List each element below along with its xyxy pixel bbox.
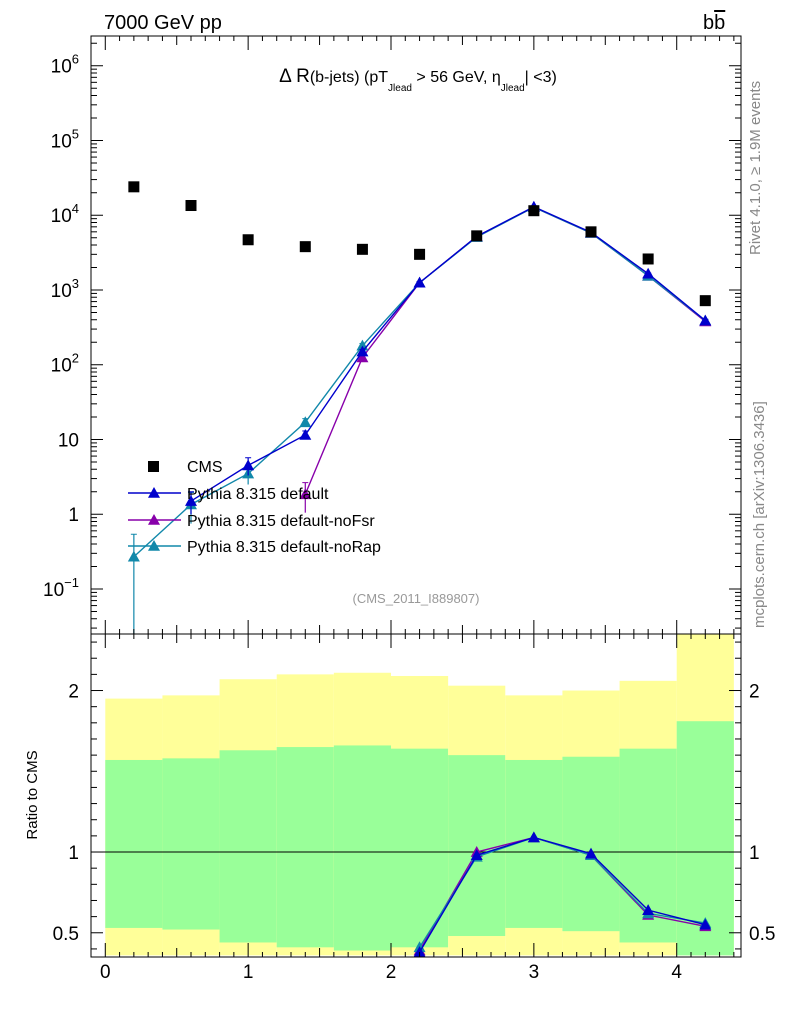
- ratio-point-default: [585, 847, 597, 859]
- point-cms: [642, 253, 654, 265]
- point-cms: [299, 241, 311, 253]
- band-green-bin: [162, 758, 220, 930]
- legend-marker-default: [148, 487, 160, 498]
- x-tick-label: 0: [100, 962, 111, 983]
- ratio-point-default: [642, 904, 655, 915]
- point-cms: [471, 230, 483, 242]
- band-green-bin: [562, 756, 620, 932]
- y-tick-label: 102: [51, 351, 79, 377]
- ratio-series-group: [413, 831, 712, 957]
- band-green-bin: [676, 721, 734, 956]
- point-cms: [414, 248, 426, 260]
- point-cms: [585, 226, 597, 238]
- ratio-y-tick-label-right: 0.5: [749, 924, 775, 945]
- legend-marker-cms: [148, 461, 159, 472]
- ratio-ylabel: Ratio to CMS: [24, 750, 41, 839]
- point-cms: [242, 234, 254, 246]
- plot-title: Δ R(b-jets) (pTJlead > 56 GeV, ηJlead| <…: [279, 66, 557, 94]
- point-cms: [699, 295, 711, 307]
- legend-marker-noFsr: [148, 514, 160, 525]
- legend-marker-noRap: [148, 540, 160, 551]
- x-tick-label: 2: [386, 962, 397, 983]
- band-green-bin: [391, 748, 449, 948]
- analysis-id: (CMS_2011_I889807): [353, 591, 480, 606]
- point-default: [356, 345, 369, 357]
- point-default: [185, 495, 197, 506]
- legend-label-default: Pythia 8.315 default: [187, 486, 329, 503]
- band-green-bin: [105, 759, 163, 928]
- y-tick-label: 105: [51, 126, 79, 152]
- point-noRap: [299, 416, 312, 428]
- mcplots-label: mcplots.cern.ch [arXiv:1306.3436]: [751, 401, 768, 628]
- ratio-point-default: [699, 918, 712, 930]
- band-green-bin: [219, 750, 277, 943]
- ratio-point-default: [527, 831, 540, 843]
- x-tick-label: 4: [671, 962, 682, 983]
- point-cms: [356, 243, 368, 255]
- y-tick-label: 103: [51, 276, 79, 302]
- point-noFsr: [299, 488, 312, 500]
- point-default: [699, 314, 712, 326]
- x-tick-label: 1: [243, 962, 254, 983]
- ratio-y-tick-label-left: 1: [68, 843, 79, 864]
- y-tick-label: 10: [58, 430, 79, 451]
- band-green-bin: [448, 755, 506, 937]
- y-tick-label: 106: [51, 52, 79, 78]
- point-default: [299, 428, 312, 440]
- y-tick-label: 1: [68, 505, 79, 526]
- ratio-y-tick-label-left: 2: [68, 682, 79, 703]
- point-cms: [128, 181, 140, 193]
- point-default: [642, 267, 655, 279]
- y-tick-label: 10−1: [43, 575, 79, 601]
- point-default: [242, 459, 255, 471]
- legend: CMS Pythia 8.315 default Pythia 8.315 defa…: [128, 459, 381, 556]
- point-noFsr: [356, 351, 369, 363]
- ratio-panel: 0 1 2 3 4 0.5 0.5 1 1 2 2: [53, 633, 775, 983]
- ratio-point-default: [413, 946, 426, 957]
- band-green-bin: [276, 747, 334, 948]
- rivet-version-label: Rivet 4.1.0, ≥ 1.9M events: [747, 81, 764, 255]
- x-tick-label: 3: [529, 962, 540, 983]
- ratio-y-tick-label-left: 0.5: [53, 924, 79, 945]
- process-label: bb: [703, 12, 725, 34]
- band-green-bin: [333, 745, 391, 951]
- point-cms: [185, 200, 197, 212]
- series-line-default: [190, 205, 706, 502]
- main-panel: 10−1 1 10 102 103 104 105 106 Δ R(b-jets) (pTJl…: [43, 35, 742, 635]
- point-cms: [528, 205, 540, 217]
- ratio-y-tick-label-right: 2: [749, 682, 760, 703]
- energy-label: 7000 GeV pp: [104, 12, 222, 34]
- y-tick-label: 104: [51, 201, 79, 227]
- point-default: [413, 276, 426, 288]
- ratio-y-tick-label-right: 1: [749, 843, 760, 864]
- ratio-bands: [105, 634, 734, 956]
- ratio-point-default: [470, 849, 483, 861]
- main-series-group: [127, 181, 712, 634]
- point-noRap: [127, 550, 140, 562]
- legend-label-noFsr: Pythia 8.315 default-noFsr: [187, 513, 375, 530]
- legend-label-cms: CMS: [187, 459, 223, 476]
- legend-label-noRap: Pythia 8.315 default-noRap: [187, 539, 381, 556]
- ratio-frame: [90, 633, 742, 958]
